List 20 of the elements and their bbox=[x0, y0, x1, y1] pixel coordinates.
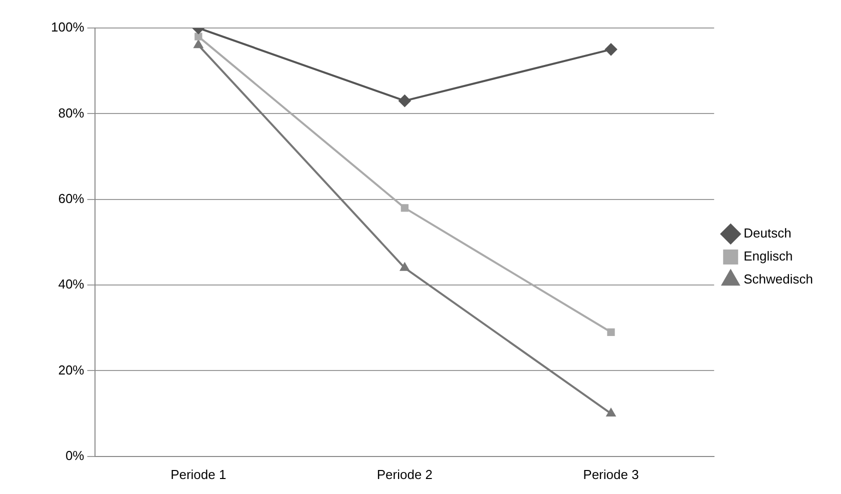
legend-label: Deutsch bbox=[744, 226, 792, 241]
y-tick-label: 40% bbox=[58, 276, 85, 292]
legend-label: Englisch bbox=[744, 248, 793, 264]
point bbox=[607, 328, 615, 336]
point bbox=[400, 204, 409, 212]
x-tick-label: Periode 2 bbox=[376, 466, 433, 482]
x-tick-label: Periode 1 bbox=[170, 466, 226, 482]
point bbox=[400, 262, 410, 271]
point bbox=[606, 408, 616, 417]
y-tick-label: 0% bbox=[65, 448, 85, 463]
y-tick-label: 60% bbox=[58, 190, 85, 206]
point bbox=[194, 32, 202, 40]
point bbox=[398, 94, 411, 107]
x-tick-label: Periode 3 bbox=[583, 466, 639, 482]
y-tick-label: 100% bbox=[51, 20, 85, 35]
legend-label: Schwedisch bbox=[744, 272, 814, 287]
y-tick-label: 80% bbox=[58, 105, 85, 120]
y-tick-label: 20% bbox=[58, 362, 85, 378]
point bbox=[604, 43, 617, 56]
point bbox=[194, 40, 203, 48]
